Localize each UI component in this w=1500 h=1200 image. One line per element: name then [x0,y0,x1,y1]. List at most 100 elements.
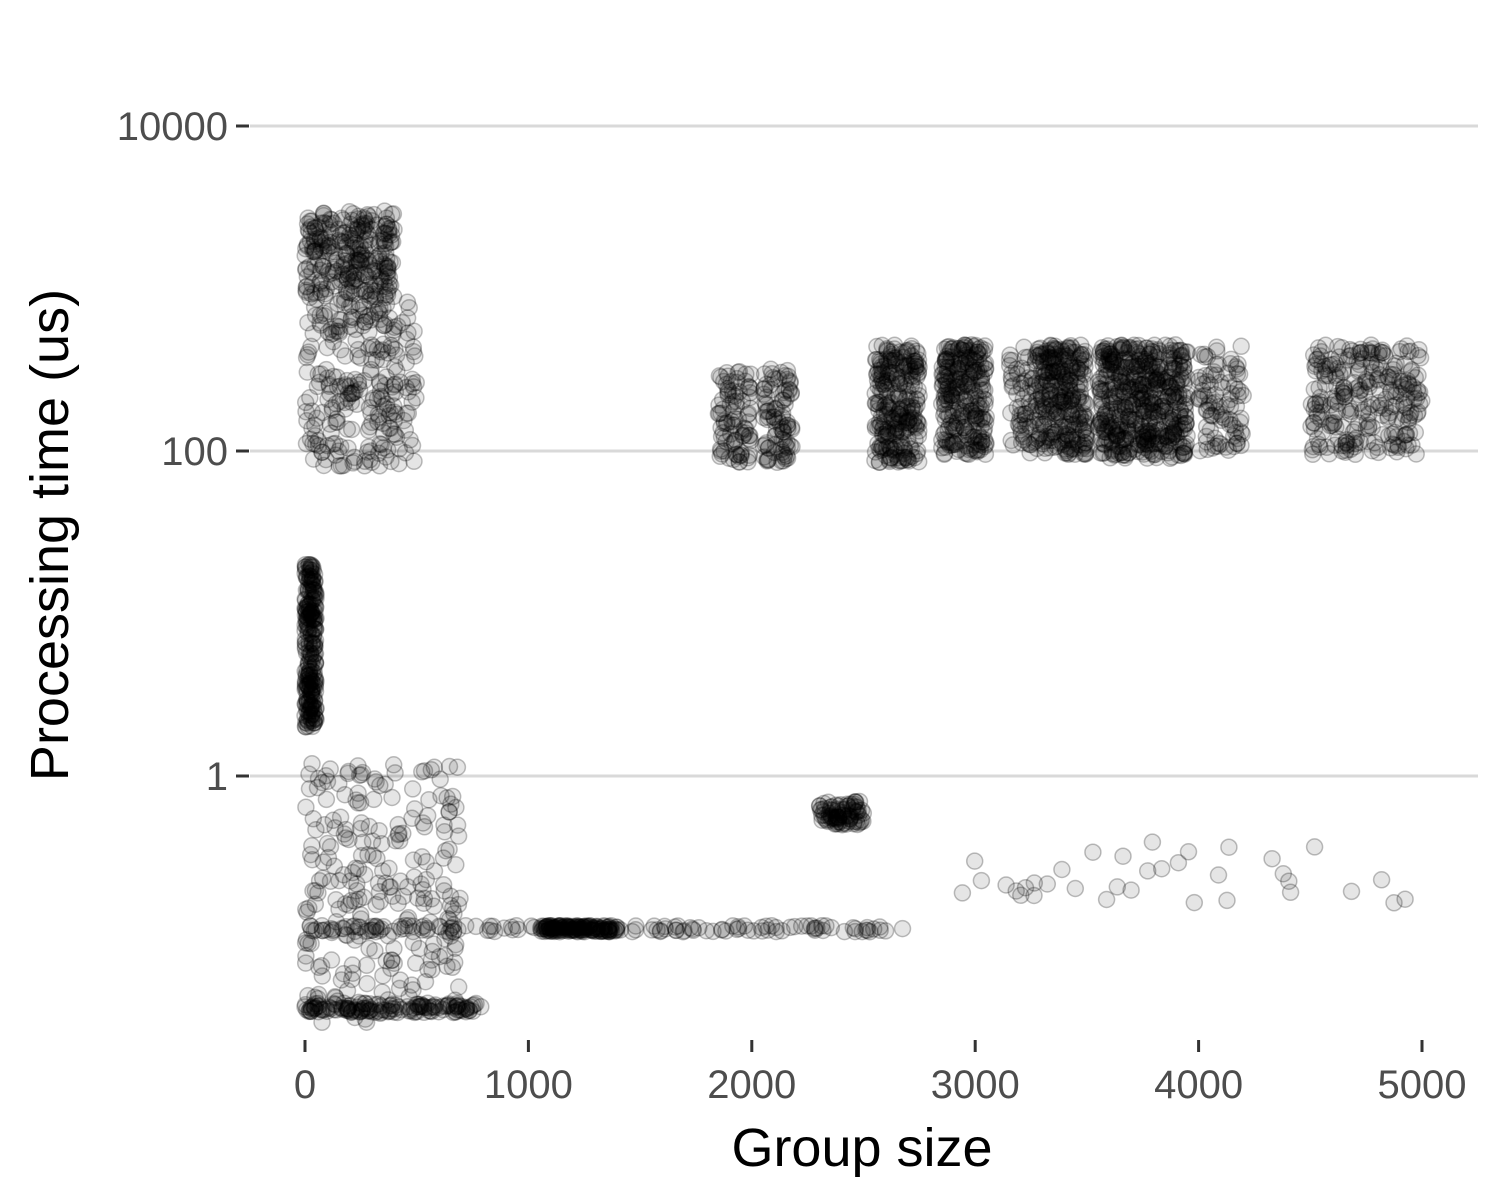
data-point [1114,847,1132,865]
data-point [318,236,337,255]
data-point [389,894,407,912]
data-point [374,225,393,243]
data-point [350,253,369,271]
data-point [372,269,391,288]
data-point [366,262,385,280]
data-point [319,390,337,409]
data-point [364,389,383,407]
data-point [355,214,374,233]
data-point [376,257,394,275]
data-point [810,797,829,815]
data-point [379,225,398,244]
data-point [316,284,334,303]
data-point [343,385,361,403]
data-point [306,242,325,260]
data-point [306,306,325,325]
x-tick-label: 3000 [931,1063,1020,1107]
data-point [322,320,340,339]
data-point [341,317,359,336]
data-point [341,384,360,403]
data-point [315,307,334,325]
data-point [1329,394,1347,413]
data-point [375,255,393,274]
data-point [441,896,460,915]
data-point [331,377,350,395]
data-point [357,285,376,304]
data-point [372,920,391,938]
data-point [1263,849,1281,868]
data-point [364,262,382,280]
data-point [306,881,325,900]
data-point [322,237,341,255]
data-point [435,823,454,841]
data-point [1179,843,1198,861]
data-point [358,443,377,461]
data-point [377,209,396,227]
data-point [399,383,418,401]
data-point [332,457,351,475]
data-point [1136,398,1155,416]
data-point [320,243,339,262]
data-point [656,920,675,938]
x-axis-ticks: 0 1000 2000 3000 4000 5000 [294,1040,1466,1107]
data-point [323,273,341,291]
data-point [354,297,373,316]
data-point [383,378,402,396]
data-point [1386,387,1405,405]
data-point [1002,431,1020,450]
data-point [767,918,785,937]
data-point [313,403,332,422]
data-point [909,427,928,445]
data-point [323,399,342,417]
data-point [329,295,347,313]
data-point [339,384,358,402]
data-point [375,224,393,242]
data-point [1046,410,1065,429]
data-point [311,314,329,332]
data-point [335,252,354,270]
data-point [371,374,389,393]
data-point [374,299,392,318]
data-point [325,277,344,295]
data-point [300,780,319,798]
data-point [370,373,389,391]
data-point [317,450,335,469]
data-point [371,277,389,295]
data-point [384,205,403,223]
data-point [370,408,388,426]
data-point [396,421,415,439]
data-point [356,216,375,235]
data-point [377,368,396,386]
data-point [358,206,377,224]
data-point [1038,875,1057,893]
data-point [331,273,349,291]
data-point [382,338,401,357]
data-point [348,255,366,274]
data-point [1409,403,1427,421]
data-point [410,939,429,958]
data-point [337,377,356,396]
data-point [435,882,453,900]
data-point [387,346,406,364]
data-point [337,255,355,273]
data-point [371,382,390,400]
data-point [1149,340,1167,359]
data-point [376,288,394,307]
data-point [324,435,342,453]
data-point [1057,442,1076,460]
data-point [371,310,389,329]
data-point [1095,351,1113,369]
data-point [348,221,366,239]
data-point [371,892,389,911]
data-point [366,303,384,321]
data-point [954,341,973,360]
data-point [303,238,322,256]
data-point [371,271,389,290]
data-point [390,454,408,473]
data-point [304,434,322,453]
data-point [306,416,324,434]
data-point [302,559,320,577]
data-point [385,321,403,339]
data-point [346,225,365,244]
data-point [301,430,320,448]
